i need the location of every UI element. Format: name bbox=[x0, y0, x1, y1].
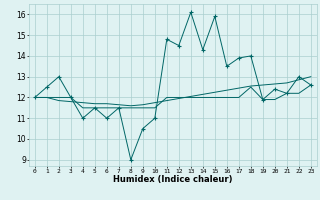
X-axis label: Humidex (Indice chaleur): Humidex (Indice chaleur) bbox=[113, 175, 233, 184]
